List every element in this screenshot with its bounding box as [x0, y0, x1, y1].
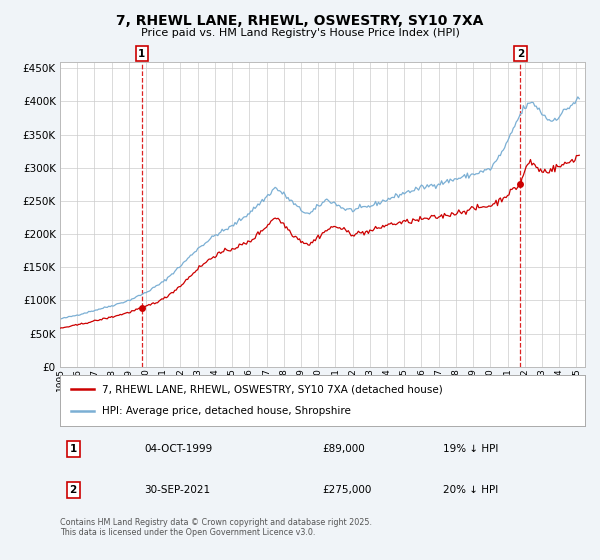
Text: 30-SEP-2021: 30-SEP-2021 [144, 484, 210, 494]
Text: 7, RHEWL LANE, RHEWL, OSWESTRY, SY10 7XA: 7, RHEWL LANE, RHEWL, OSWESTRY, SY10 7XA [116, 14, 484, 28]
Text: 2: 2 [70, 484, 77, 494]
Text: 2: 2 [517, 49, 524, 59]
Text: 20% ↓ HPI: 20% ↓ HPI [443, 484, 499, 494]
Text: 19% ↓ HPI: 19% ↓ HPI [443, 444, 499, 454]
Text: HPI: Average price, detached house, Shropshire: HPI: Average price, detached house, Shro… [102, 407, 351, 417]
Text: 04-OCT-1999: 04-OCT-1999 [144, 444, 212, 454]
Text: 1: 1 [139, 49, 146, 59]
Text: £89,000: £89,000 [323, 444, 365, 454]
Text: Price paid vs. HM Land Registry's House Price Index (HPI): Price paid vs. HM Land Registry's House … [140, 28, 460, 38]
Text: 7, RHEWL LANE, RHEWL, OSWESTRY, SY10 7XA (detached house): 7, RHEWL LANE, RHEWL, OSWESTRY, SY10 7XA… [102, 384, 443, 394]
Text: 1: 1 [70, 444, 77, 454]
Text: £275,000: £275,000 [323, 484, 372, 494]
Text: Contains HM Land Registry data © Crown copyright and database right 2025.
This d: Contains HM Land Registry data © Crown c… [60, 518, 372, 538]
